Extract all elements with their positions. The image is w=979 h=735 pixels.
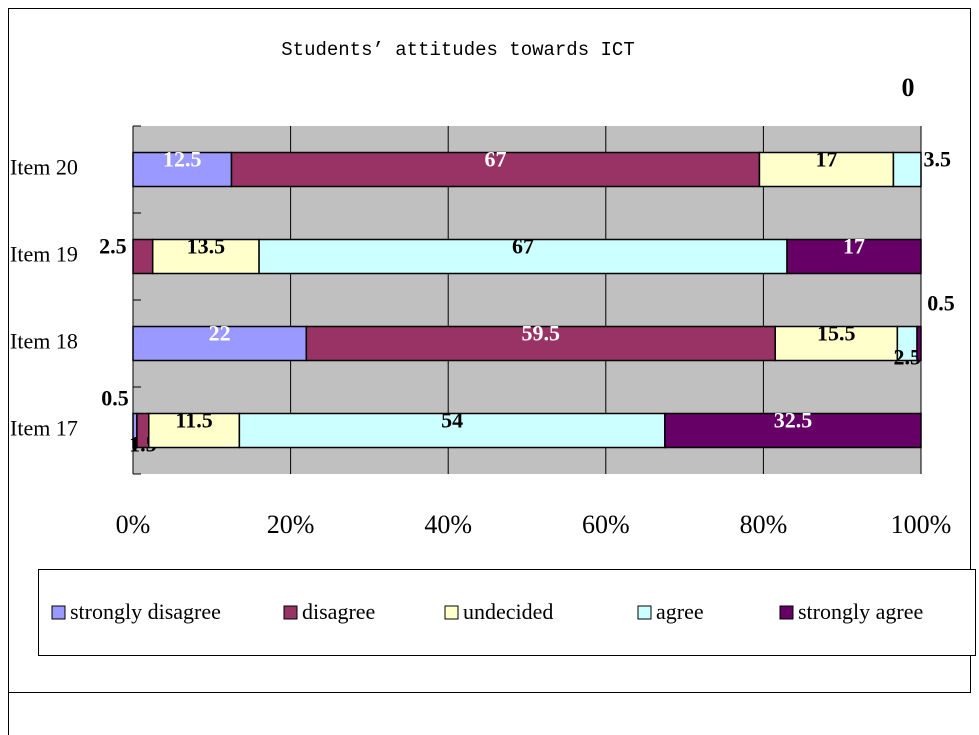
bar-segment [151,238,260,275]
data-label: 15.5 [817,321,856,346]
bar-segment [892,151,922,188]
legend-swatch [51,605,66,620]
bar-segment [774,325,899,362]
bar-segment [132,238,154,275]
x-tick-label: 80% [740,510,788,539]
legend-entries: strongly disagree disagree undecided agree s… [51,599,923,624]
legend [38,569,976,656]
bar-segment [916,325,922,362]
legend-label: agree [656,599,704,624]
data-label: 67 [484,147,506,172]
legend-swatch [283,605,298,620]
legend-label: strongly disagree [70,599,221,624]
data-label: 12.5 [163,147,202,172]
data-label: 54 [441,408,463,433]
bar-segment [258,238,788,275]
data-label: 0 [902,73,915,102]
x-tick-label: 40% [424,510,472,539]
data-label: 2.5 [99,234,127,259]
bar-segment [148,412,241,449]
chart-title: Students’ attitudes towards ICT [281,39,634,61]
legend-label: disagree [302,599,375,624]
data-label: 17 [815,147,837,172]
legend-swatch [779,605,794,620]
x-tick-label: 20% [267,510,315,539]
bar-segment [305,325,776,362]
y-tick-label: Item 17 [10,416,78,441]
data-label: 0.5 [101,386,129,411]
bars: Item 20 12.5 67 17 3.5 0 Item 19 2.5 13.5 67 17 Ite… [10,73,955,457]
y-tick-label: Item 20 [10,155,78,180]
data-label: 32.5 [774,408,813,433]
data-label: 0.5 [927,291,955,316]
x-tick-label: 100% [891,510,952,539]
legend-label: strongly agree [798,599,923,624]
legend-swatch [444,605,459,620]
bar-segment [786,238,922,275]
data-label: 11.5 [175,408,212,433]
data-label: 22 [209,321,231,346]
data-label: 3.5 [923,147,951,172]
bar-segment [664,412,922,449]
y-tick-label: Item 18 [10,329,78,354]
data-label: 13.5 [187,234,226,259]
x-tick-label: 60% [582,510,630,539]
data-label: 17 [843,234,865,259]
y-tick-label: Item 19 [10,242,78,267]
data-label: 67 [512,234,534,259]
bar-segment [238,412,666,449]
legend-swatch [637,605,652,620]
x-tick-label: 0% [116,510,151,539]
data-label: 59.5 [522,321,561,346]
legend-label: undecided [463,599,553,624]
